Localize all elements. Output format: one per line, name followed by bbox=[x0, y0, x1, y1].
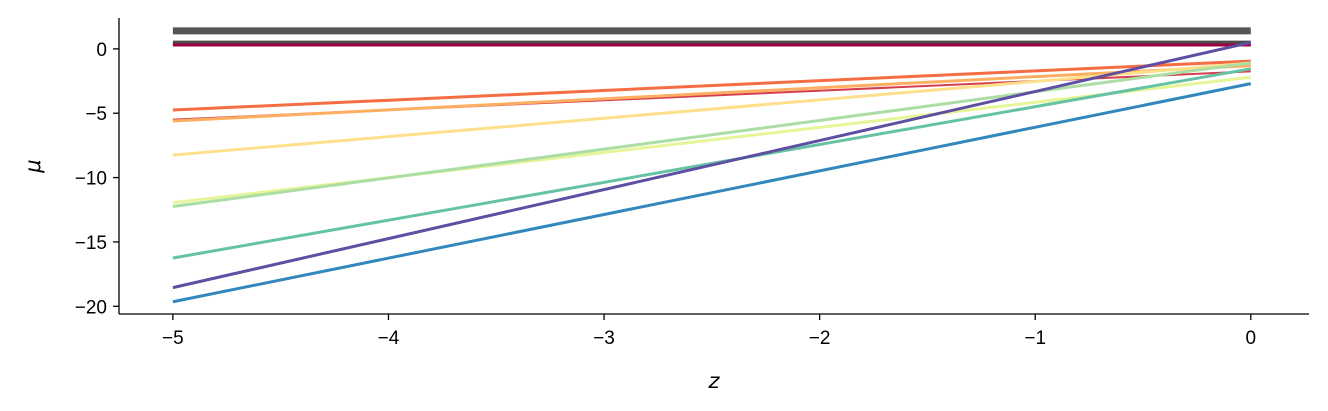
x-tick-label: −3 bbox=[593, 328, 615, 349]
series-line-6 bbox=[172, 64, 1251, 123]
y-tick-label: −20 bbox=[75, 297, 107, 318]
series-line-9 bbox=[172, 61, 1251, 209]
y-tick-label: −10 bbox=[75, 169, 107, 190]
series-layer bbox=[172, 27, 1252, 304]
x-ticks: −5 −4 −3 −2 −1 0 bbox=[162, 314, 1256, 349]
y-axis-label: μ bbox=[21, 159, 45, 173]
series-line-5 bbox=[172, 59, 1251, 112]
series-line-11 bbox=[172, 82, 1252, 304]
x-tick-label: −1 bbox=[1024, 328, 1046, 349]
x-tick-label: −2 bbox=[809, 328, 831, 349]
y-tick-label: −15 bbox=[75, 233, 107, 254]
x-tick-label: −5 bbox=[162, 328, 184, 349]
y-tick-label: 0 bbox=[96, 40, 107, 61]
series-line-10 bbox=[172, 67, 1252, 260]
axes-layer bbox=[118, 18, 1309, 315]
series-line-7 bbox=[172, 61, 1251, 157]
x-tick-label: −4 bbox=[378, 328, 400, 349]
y-ticks: 0 −5 −10 −15 −20 bbox=[75, 40, 119, 318]
x-tick-label: 0 bbox=[1246, 328, 1257, 349]
series-line-12 bbox=[172, 40, 1252, 290]
x-axis-label: z bbox=[707, 369, 720, 393]
y-tick-label: −5 bbox=[85, 104, 107, 125]
